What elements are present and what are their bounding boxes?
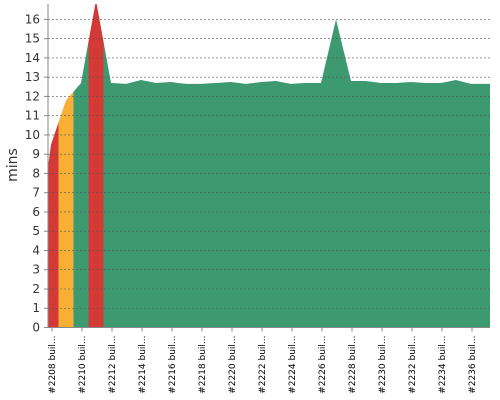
area-segment bbox=[343, 50, 359, 328]
y-tick-label: 5 bbox=[32, 224, 40, 238]
x-tick-label: #2228 buil... bbox=[348, 336, 358, 394]
area-segment bbox=[448, 80, 464, 328]
area-segment bbox=[163, 81, 179, 328]
x-tick-label: #2222 buil... bbox=[258, 336, 268, 394]
y-tick-label: 3 bbox=[32, 263, 40, 277]
area-segment bbox=[88, 4, 104, 328]
x-tick-label: #2212 buil... bbox=[108, 336, 118, 394]
y-tick-label: 6 bbox=[32, 205, 40, 219]
area-segment bbox=[118, 81, 134, 328]
x-tick-label: #2226 buil... bbox=[318, 336, 328, 394]
y-tick-label: 4 bbox=[32, 243, 40, 257]
x-tick-label: #2214 buil... bbox=[138, 336, 148, 394]
y-tick-label: 14 bbox=[25, 51, 40, 65]
y-tick-label: 11 bbox=[25, 109, 40, 123]
area-segment bbox=[373, 81, 389, 328]
x-tick-label: #2224 buil... bbox=[288, 336, 298, 394]
y-tick-label: 12 bbox=[25, 89, 40, 103]
area-segment bbox=[103, 41, 119, 328]
x-tick-label: #2234 buil... bbox=[438, 336, 448, 394]
area-segment bbox=[208, 82, 224, 328]
plot-area bbox=[48, 4, 490, 328]
y-tick-label: 0 bbox=[32, 321, 40, 335]
area-segment bbox=[298, 82, 314, 328]
x-tick-label: #2218 buil... bbox=[198, 336, 208, 394]
area-segment bbox=[223, 81, 239, 328]
y-tick-label: 8 bbox=[32, 166, 40, 180]
x-tick-label: #2220 buil... bbox=[228, 336, 238, 394]
area-segment bbox=[48, 122, 59, 328]
area-segment bbox=[463, 81, 479, 328]
area-segment bbox=[433, 81, 449, 328]
area-segment bbox=[478, 83, 490, 328]
area-segment bbox=[358, 81, 374, 328]
area-segment bbox=[388, 82, 404, 328]
area-segment bbox=[73, 41, 89, 328]
y-tick-label: 7 bbox=[32, 186, 40, 200]
area-segment bbox=[253, 81, 269, 328]
y-tick-label: 10 bbox=[25, 128, 40, 142]
area-segment bbox=[283, 82, 299, 328]
area-segment bbox=[193, 83, 209, 328]
area-segment bbox=[238, 82, 254, 328]
x-tick-label: #2230 buil... bbox=[378, 336, 388, 394]
area-segment bbox=[268, 81, 284, 328]
area-segment bbox=[148, 81, 164, 328]
area-segment bbox=[178, 82, 194, 328]
x-tick-label: #2208 buil... bbox=[48, 336, 58, 394]
y-tick-label: 1 bbox=[32, 301, 40, 315]
area-segment bbox=[403, 81, 419, 328]
area-segment bbox=[133, 80, 149, 328]
area-segment bbox=[313, 51, 329, 328]
y-tick-label: 9 bbox=[32, 147, 40, 161]
y-tick-label: 15 bbox=[25, 32, 40, 46]
x-tick-label: #2236 buil... bbox=[468, 336, 478, 394]
y-tick-label: 16 bbox=[25, 12, 40, 26]
area-segment bbox=[418, 82, 434, 328]
y-axis-label: mins bbox=[5, 148, 21, 182]
y-tick-label: 2 bbox=[32, 282, 40, 296]
x-tick-label: #2210 buil... bbox=[78, 336, 88, 394]
x-tick-label: #2216 buil... bbox=[168, 336, 178, 394]
x-tick-label: #2232 buil... bbox=[408, 336, 418, 394]
area-segment bbox=[58, 91, 74, 328]
y-tick-label: 13 bbox=[25, 70, 40, 84]
